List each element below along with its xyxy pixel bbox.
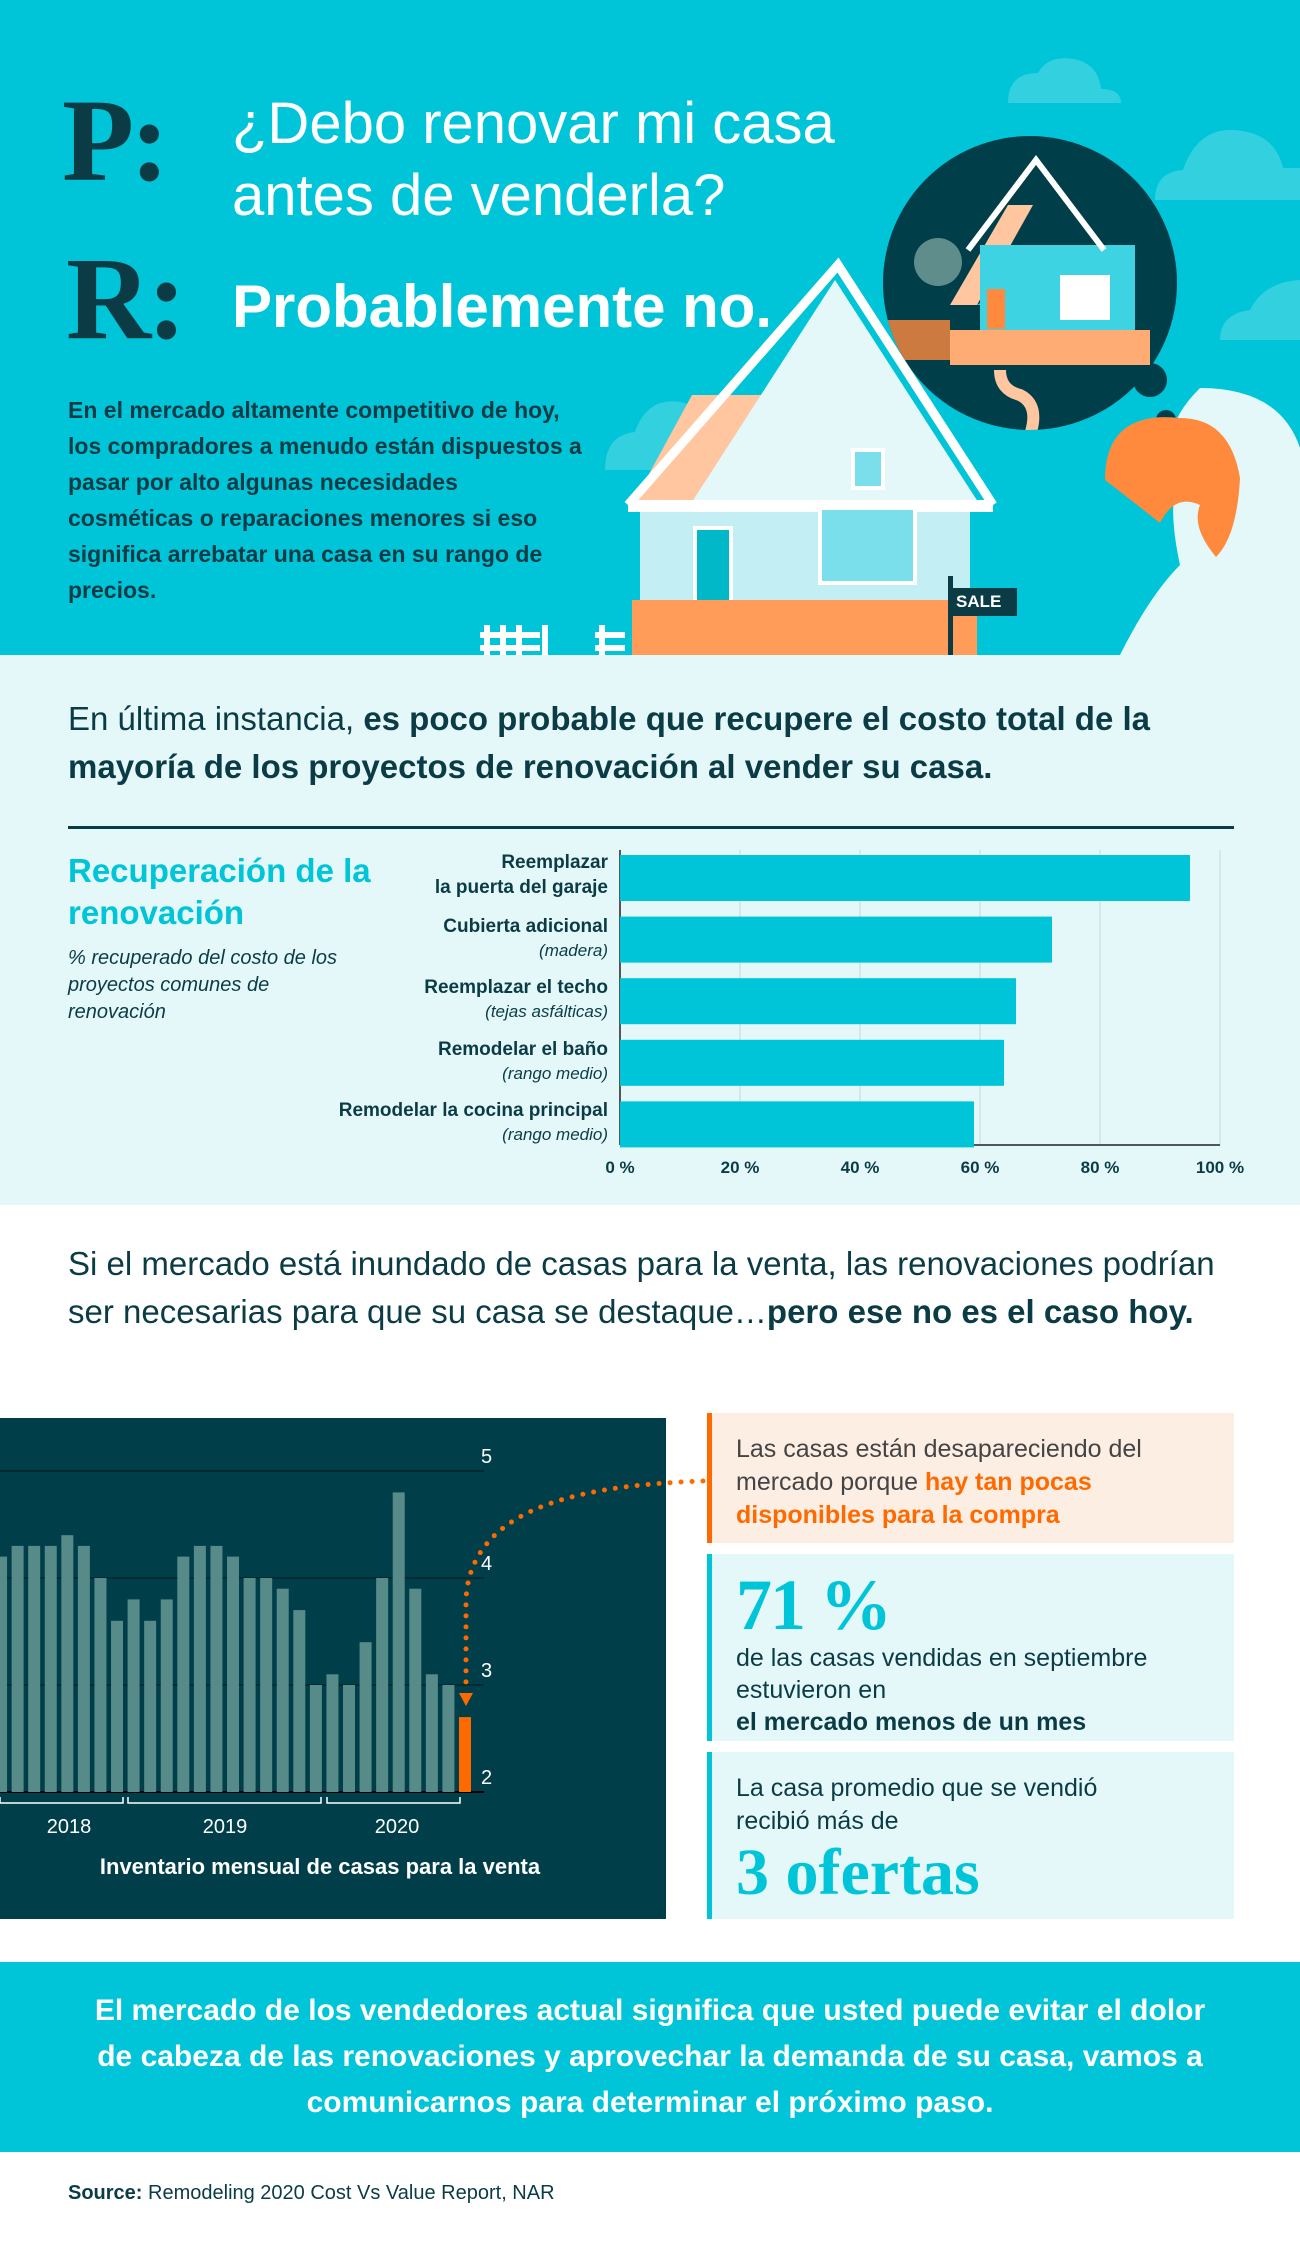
answer-letter: R: (66, 233, 186, 364)
bar (620, 855, 1190, 901)
question-letter: P: (62, 75, 169, 206)
bar (77, 1545, 90, 1792)
renovation-section: En última instancia, es poco probable qu… (0, 655, 1300, 1205)
bar (61, 1535, 74, 1792)
bar (276, 1588, 289, 1792)
bar (392, 1492, 405, 1792)
stat-2-big: 71 % (736, 1565, 892, 1645)
stat-1-text: Las casas están desapareciendo del merca… (736, 1435, 1142, 1496)
bar (44, 1545, 57, 1792)
bar (227, 1556, 240, 1792)
tick-label: 0 % (605, 1158, 634, 1177)
bar (620, 1039, 1004, 1086)
divider (68, 826, 1234, 829)
bar (620, 1101, 974, 1148)
chart-subtitle: % recuperado del costo de los proyectos … (68, 947, 338, 1023)
stat-1-highlight: hay tan pocas disponibles para la compra (736, 1468, 1092, 1529)
answer-text: Probablemente no. (232, 273, 773, 340)
woman-silhouette-icon (1105, 388, 1300, 655)
footer-text: El mercado de los vendedores actual sign… (94, 1994, 1206, 2119)
bar-label: Reemplazar la puerta del garaje (434, 852, 608, 898)
bar (28, 1545, 41, 1792)
bar (343, 1685, 356, 1792)
tick-label: 80 % (1081, 1158, 1120, 1177)
renovation-bar-chart: 0 % 20 % 40 % 60 % 80 % 100 % (605, 850, 1244, 1177)
year-label: 2020 (375, 1816, 420, 1838)
bar (326, 1674, 339, 1792)
inventory-chart-panel: 2 3 4 5 2018 2019 2020 Inventario mensual de c… (0, 1418, 666, 1919)
source-text: Remodeling 2020 Cost Vs Value Report, NA… (142, 2182, 555, 2204)
sale-sign: SALE (956, 592, 1002, 611)
year-label: 2018 (47, 1816, 92, 1838)
tick-label: 20 % (721, 1158, 760, 1177)
bar (359, 1642, 372, 1792)
year-bracket (0, 1797, 124, 1804)
stat-box-days: 71 % de las casas vendidas en septiembre… (707, 1554, 1234, 1741)
stat-3-text: La casa promedio que se vendió recibió m… (736, 1774, 1098, 1835)
y-tick-label: 3 (481, 1660, 492, 1682)
footer-banner: El mercado de los vendedores actual sign… (0, 1962, 1300, 2152)
bar (309, 1685, 322, 1792)
bar (127, 1599, 140, 1792)
bar (620, 978, 1016, 1025)
y-tick-label: 4 (481, 1553, 492, 1575)
stat-2-text: de las casas vendidas en septiembre estu… (736, 1644, 1148, 1704)
year-bracket (326, 1797, 461, 1804)
tick-label: 100 % (1196, 1158, 1244, 1177)
headline-bold: es poco probable que recupere el costo t… (68, 700, 1151, 785)
year-bracket (127, 1797, 322, 1804)
y-tick-label: 5 (481, 1446, 492, 1468)
bar (409, 1588, 422, 1792)
bar (425, 1674, 438, 1792)
source-label: Source: (68, 2182, 143, 2204)
market-text-plain: Si el mercado está inundado de casas par… (68, 1245, 1215, 1330)
bar (293, 1610, 306, 1792)
market-text-bold: pero ese no es el caso hoy. (766, 1293, 1194, 1330)
stat-3-big: 3 ofertas (736, 1836, 980, 1909)
tick-label: 60 % (961, 1158, 1000, 1177)
chart-title: Recuperación de la renovación (68, 852, 371, 931)
thought-bubble-icon (883, 136, 1177, 451)
bar (459, 1717, 471, 1792)
question-text: ¿Debo renovar mi casa antes de venderla? (232, 88, 835, 232)
bar (111, 1620, 124, 1792)
y-tick-label: 2 (481, 1767, 492, 1789)
bar (0, 1556, 8, 1792)
tick-label: 40 % (841, 1158, 880, 1177)
bar (144, 1620, 157, 1792)
section-headline: En última instancia, es poco probable qu… (68, 695, 1248, 791)
bar (193, 1545, 206, 1792)
year-label: 2019 (203, 1816, 248, 1838)
bar-label: Remodelar la cocina principal (rango medi… (338, 1100, 608, 1145)
bar (160, 1599, 173, 1792)
bar (442, 1685, 455, 1792)
stat-box-inventory: Las casas están desapareciendo del merca… (707, 1413, 1234, 1543)
inventory-chart-title: Inventario mensual de casas para la vent… (99, 1854, 541, 1879)
bar (243, 1578, 256, 1792)
bar (376, 1578, 389, 1792)
bar (177, 1556, 190, 1792)
bar-labels: Reemplazar la puerta del garaje Cubierta a… (200, 655, 608, 1205)
intro-paragraph: En el mercado altamente competitivo de h… (68, 397, 582, 603)
bar-label: Remodelar el baño (rango medio) (438, 1038, 608, 1083)
bar (260, 1578, 273, 1792)
headline-plain: En última instancia, (68, 700, 364, 737)
fence-icon (480, 625, 625, 655)
hero-section: P: ¿Debo renovar mi casa antes de vender… (0, 0, 1300, 655)
question-line-1: ¿Debo renovar mi casa (232, 91, 835, 156)
house-icon (624, 257, 1017, 655)
bar (620, 916, 1052, 963)
source-note: Source: Remodeling 2020 Cost Vs Value Re… (68, 2182, 555, 2205)
market-text: Si el mercado está inundado de casas par… (68, 1240, 1248, 1336)
question-line-2: antes de venderla? (232, 163, 726, 228)
stat-box-offers: La casa promedio que se vendió recibió m… (707, 1752, 1234, 1919)
house-illustration (480, 58, 1300, 655)
bar-label: Cubierta adicional (madera) (443, 915, 608, 960)
bar (210, 1545, 223, 1792)
inventory-bar-chart: 2 3 4 5 2018 2019 2020 (0, 1446, 492, 1838)
bar-label: Reemplazar el techo (tejas asfálticas) (424, 977, 608, 1022)
bar (11, 1545, 24, 1792)
stat-2-bold: el mercado menos de un mes (736, 1708, 1087, 1736)
bar (94, 1578, 107, 1792)
